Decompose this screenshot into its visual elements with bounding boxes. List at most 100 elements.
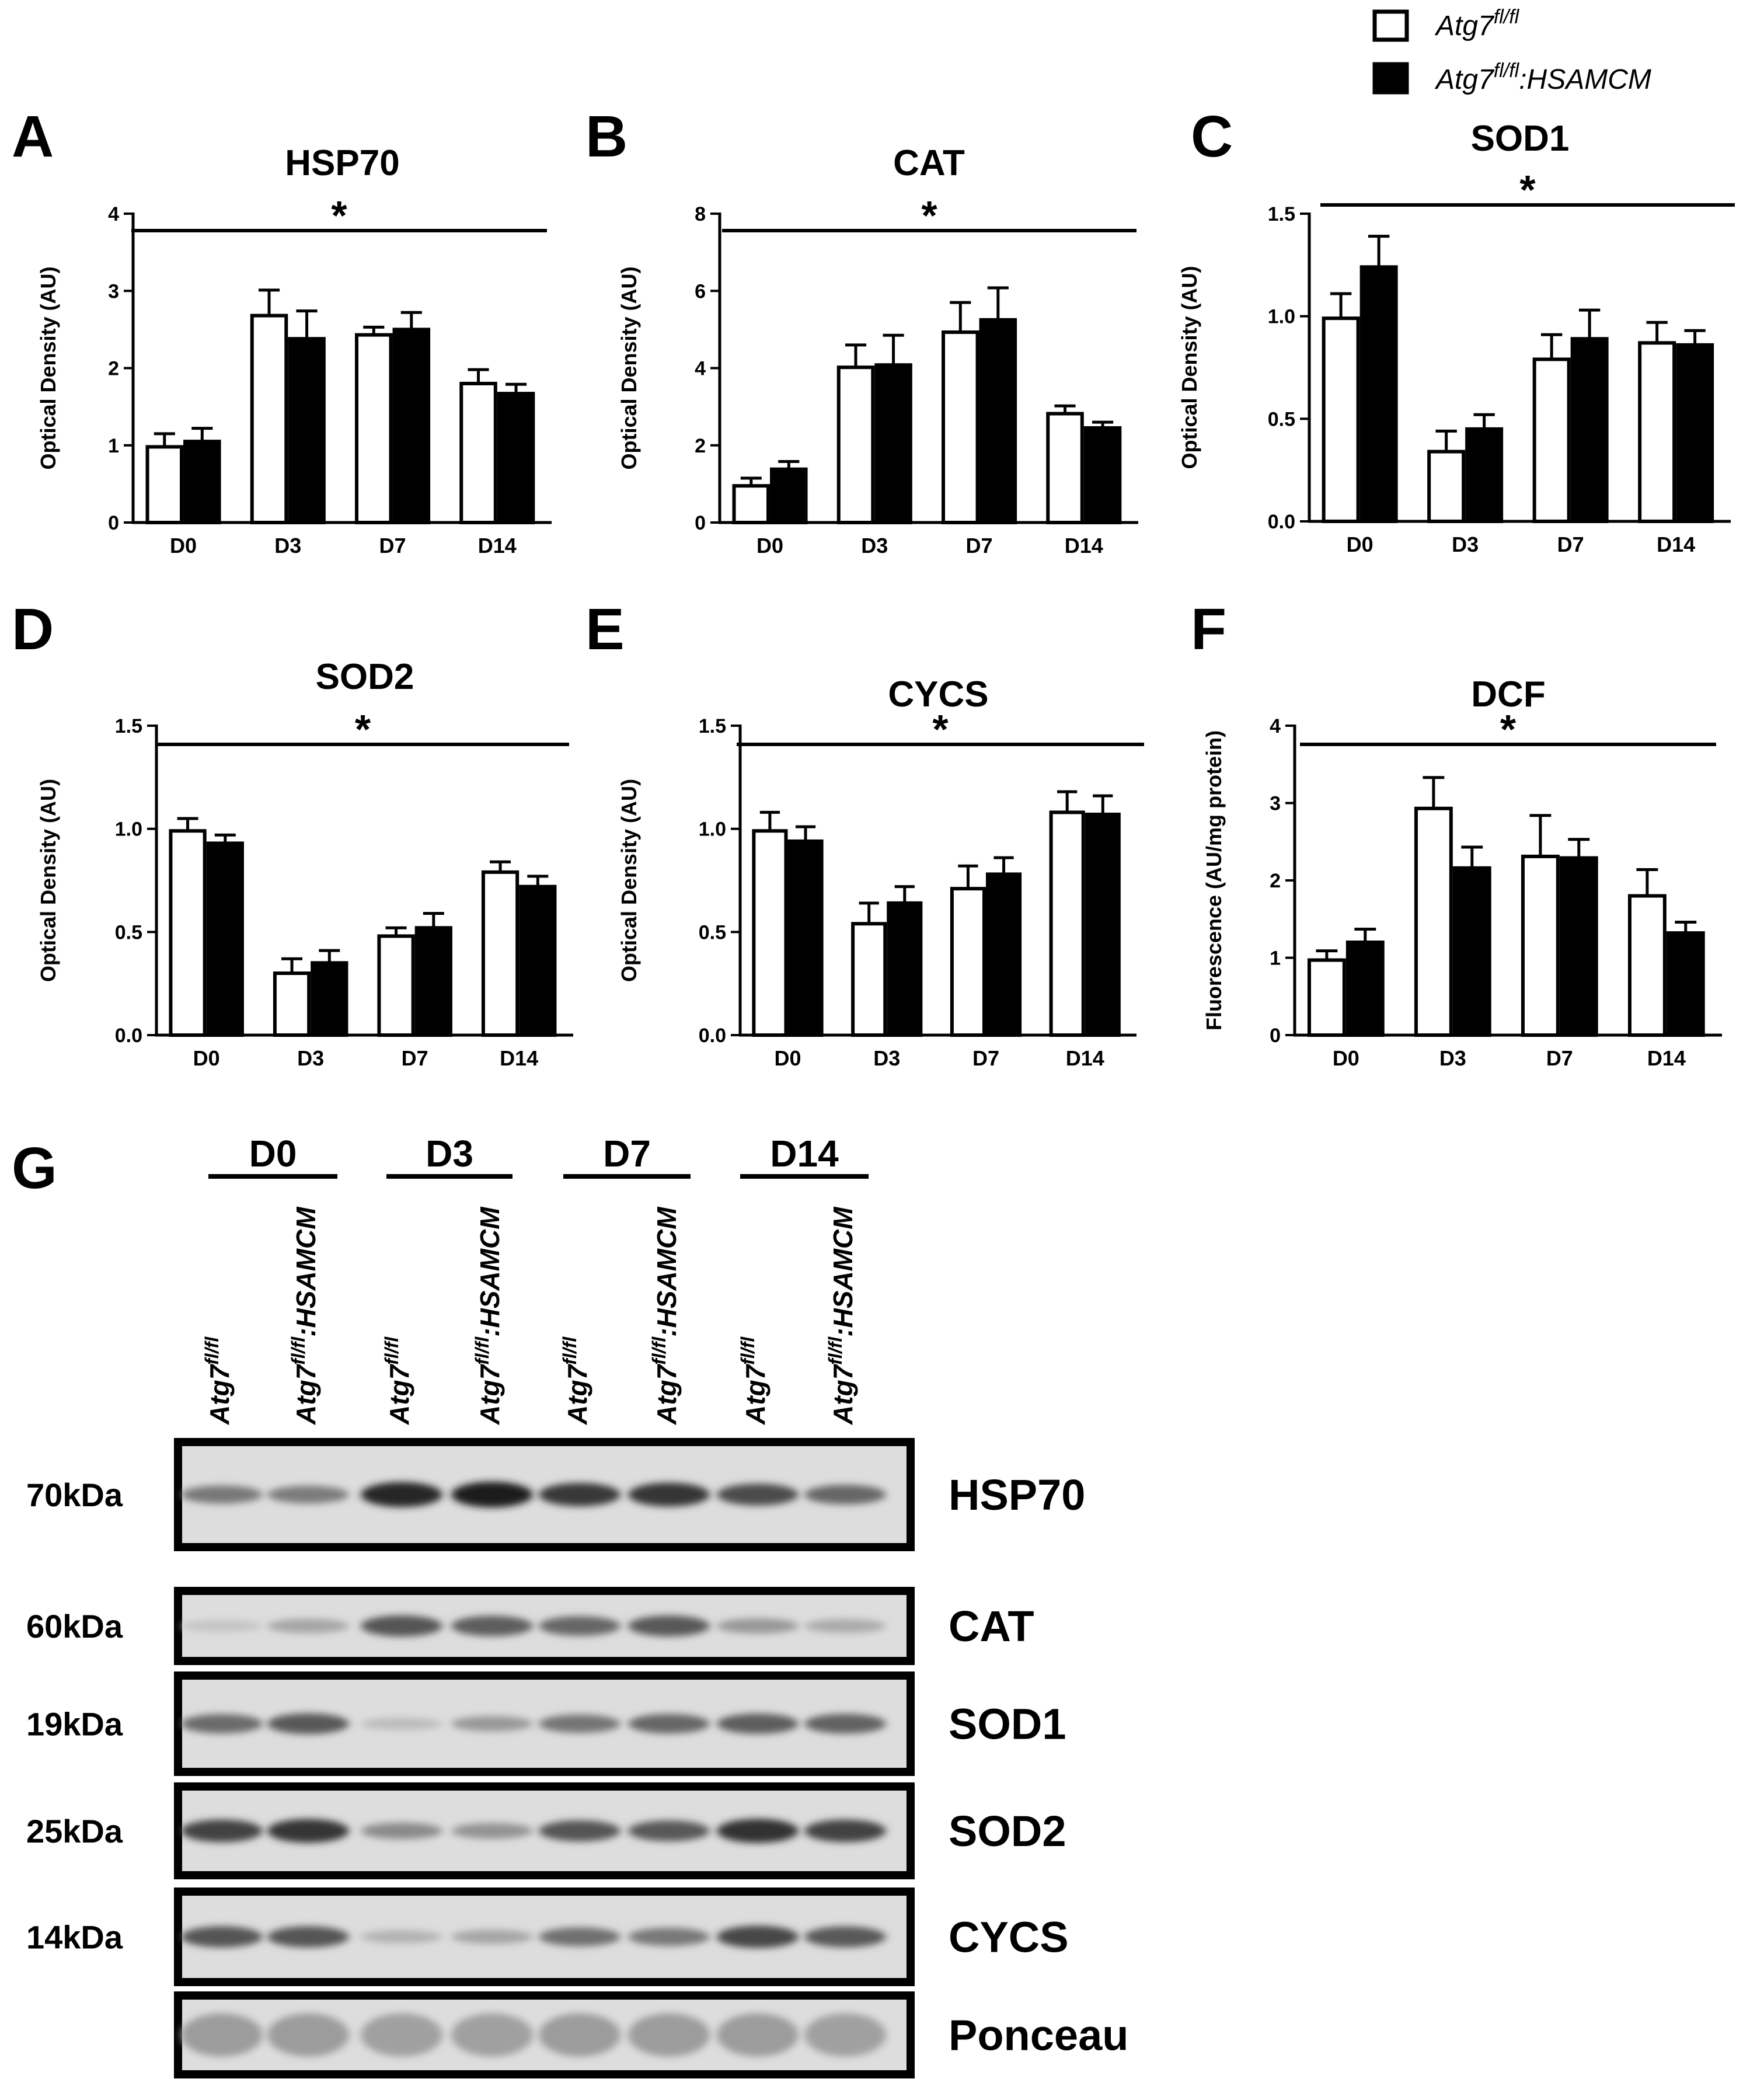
- bar-atg7-hsamcm: [206, 841, 244, 1037]
- bar-atg7: [836, 365, 875, 524]
- panel-letter: A: [12, 104, 54, 169]
- significance-star: *: [331, 193, 347, 238]
- blot-lane-label: Atg7fl/fl: [559, 1336, 592, 1425]
- blot-band: [539, 1927, 620, 1946]
- bar-atg7-hsamcm: [1570, 337, 1609, 524]
- blot-band: [181, 1620, 263, 1632]
- bar-atg7: [1307, 958, 1346, 1037]
- bar-atg7-hsamcm: [985, 872, 1022, 1037]
- blot-band: [181, 1819, 263, 1843]
- y-axis-label: Optical Density (AU): [1177, 266, 1201, 469]
- blot-group-label: D7: [603, 1133, 651, 1175]
- bar-atg7: [1521, 854, 1560, 1037]
- blot-row-ponceau: Ponceau: [174, 1991, 1128, 2078]
- blot-band: [267, 1485, 349, 1504]
- y-tick-label: 1.5: [1268, 203, 1295, 225]
- y-tick-label: 1: [1270, 948, 1281, 970]
- blot-protein-label: Ponceau: [949, 2011, 1128, 2060]
- bar-atg7-hsamcm: [311, 961, 348, 1037]
- bar-atg7: [1322, 316, 1360, 523]
- y-axis-label: Fluorescence (AU/mg protein): [1202, 730, 1226, 1030]
- blot-row-cycs: CYCS 14kDa: [26, 1888, 1069, 1986]
- y-tick-label: 1.5: [699, 715, 726, 737]
- blot-band: [361, 1822, 442, 1840]
- chart-title: HSP70: [285, 143, 399, 183]
- y-axis-label: Optical Density (AU): [617, 779, 641, 982]
- bar-atg7-hsamcm: [288, 337, 326, 524]
- blot-band: [628, 1615, 710, 1636]
- panel-f: F DCF Fluorescence (AU/mg protein) * 0 1 2 3 4 D0…: [1191, 597, 1722, 1070]
- blot-band: [717, 1483, 799, 1506]
- blot-band: [717, 1618, 799, 1634]
- blot-band: [361, 1930, 442, 1944]
- bar-atg7-hsamcm: [519, 884, 557, 1037]
- legend: Atg7fl/fl Atg7fl/fl:HSAMCM: [1372, 6, 1651, 95]
- blot-protein-label: SOD1: [949, 1700, 1066, 1749]
- blot-band: [451, 1615, 533, 1636]
- blot-mw-label: 19kDa: [26, 1706, 123, 1743]
- bar-atg7: [1427, 450, 1466, 524]
- bar-atg7-hsamcm: [183, 440, 221, 525]
- bar-atg7: [377, 934, 415, 1037]
- blot-group-label: D3: [426, 1133, 473, 1175]
- chart-title: SOD2: [316, 657, 414, 697]
- x-tick-label: D14: [500, 1046, 538, 1070]
- blot-band: [804, 2013, 886, 2057]
- bar-atg7-hsamcm: [1465, 427, 1504, 524]
- significance-star: *: [921, 193, 937, 238]
- blot-row-sod1: SOD1 19kDa: [26, 1671, 1066, 1776]
- blot-band: [267, 1819, 349, 1843]
- x-tick-label: D0: [1347, 532, 1373, 556]
- y-tick-label: 4: [695, 358, 706, 380]
- panel-c: C SOD1 Optical Density (AU) * 0.0 0.5 1.0 1.5 D0…: [1177, 104, 1735, 556]
- x-tick-label: D7: [1557, 532, 1584, 556]
- y-tick-label: 0.0: [1268, 511, 1295, 533]
- bar-atg7-hsamcm: [1359, 265, 1398, 523]
- blot-band: [539, 1714, 620, 1733]
- panel-letter: C: [1191, 104, 1233, 169]
- significance-star: *: [932, 706, 949, 752]
- y-tick-label: 3: [1270, 793, 1281, 815]
- blot-band: [717, 1714, 799, 1734]
- panel-d: D SOD2 Optical Density (AU) * 0.0 0.5 1.0 1.5 D0…: [12, 597, 573, 1070]
- y-tick-label: 3: [108, 280, 119, 302]
- bar-atg7-hsamcm: [1676, 343, 1714, 523]
- blot-band: [451, 1482, 533, 1507]
- blot-lane-label: Atg7fl/fl: [737, 1336, 771, 1425]
- blot-band: [181, 1926, 263, 1948]
- bar-atg7: [752, 829, 788, 1037]
- bar-atg7: [1414, 806, 1453, 1037]
- bar-atg7-hsamcm: [979, 318, 1017, 524]
- bar-atg7-hsamcm: [414, 926, 452, 1037]
- x-tick-label: D0: [170, 534, 197, 558]
- blot-band: [267, 1713, 349, 1735]
- chart-title: DCF: [1471, 674, 1545, 715]
- y-tick-label: 4: [108, 203, 119, 225]
- legend-swatch-filled: [1372, 62, 1409, 95]
- blot-band: [539, 1820, 620, 1842]
- x-tick-label: D3: [861, 534, 888, 558]
- legend-label-atg7-hsamcm: Atg7fl/fl:HSAMCM: [1434, 60, 1651, 95]
- blot-lane-label: Atg7fl/fl: [201, 1336, 235, 1425]
- blot-band: [804, 1819, 886, 1843]
- x-tick-label: D7: [972, 1046, 999, 1070]
- x-tick-label: D0: [1333, 1046, 1359, 1070]
- bar-atg7-hsamcm: [887, 901, 923, 1037]
- blot-row-sod2: SOD2 25kDa: [26, 1782, 1066, 1879]
- bar-atg7: [169, 829, 207, 1037]
- blot-band: [804, 1714, 886, 1734]
- significance-star: *: [355, 706, 371, 752]
- y-tick-label: 0.5: [1268, 408, 1295, 430]
- bar-atg7-hsamcm: [1559, 856, 1598, 1037]
- bar-atg7-hsamcm: [392, 328, 431, 524]
- blot-band: [267, 1618, 349, 1634]
- blot-mw-label: 14kDa: [26, 1919, 123, 1956]
- bar-atg7: [355, 333, 393, 524]
- significance-star: *: [1519, 167, 1536, 213]
- chart-title: CYCS: [888, 674, 988, 715]
- panel-letter: B: [585, 104, 627, 169]
- blot-band: [181, 1714, 263, 1734]
- blot-mw-label: 25kDa: [26, 1813, 123, 1850]
- blot-row-hsp70: HSP70 70kDa: [26, 1438, 1085, 1551]
